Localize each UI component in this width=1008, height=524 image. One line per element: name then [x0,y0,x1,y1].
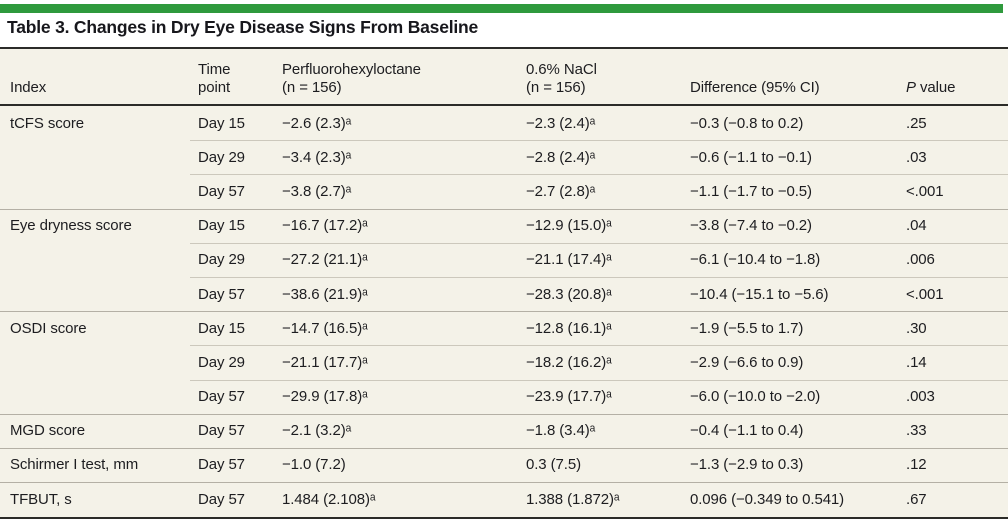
cell-index: OSDI score [10,319,87,337]
cell-p-value: .04 [906,217,927,235]
header-nacl: 0.6% NaCl (n = 156) [526,61,597,96]
cell-difference: −0.6 (−1.1 to −0.1) [690,148,812,166]
cell-difference: −0.3 (−0.8 to 0.2) [690,114,804,132]
cell-difference: −1.1 (−1.7 to −0.5) [690,182,812,200]
cell-drug-value: 1.484 (2.108)ᵃ [282,490,376,508]
table-row: MGD score Day 57 −2.1 (3.2)ᵃ −1.8 (3.4)ᵃ… [0,413,1008,448]
cell-control-value: −12.8 (16.1)ᵃ [526,319,612,337]
cell-p-value: .33 [906,422,927,440]
cell-difference: −3.8 (−7.4 to −0.2) [690,217,812,235]
cell-time-point: Day 57 [198,182,245,200]
cell-drug-value: −38.6 (21.9)ᵃ [282,285,368,303]
table-row: TFBUT, s Day 57 1.484 (2.108)ᵃ 1.388 (1.… [0,482,1008,516]
cell-time-point: Day 29 [198,353,245,371]
cell-p-value: .14 [906,353,927,371]
table-row: Day 29 −3.4 (2.3)ᵃ −2.8 (2.4)ᵃ −0.6 (−1.… [0,140,1008,174]
cell-time-point: Day 57 [198,456,245,474]
cell-p-value: <.001 [906,285,944,303]
cell-index: tCFS score [10,114,85,132]
cell-p-value: .006 [906,251,935,269]
cell-index: Schirmer I test, mm [10,456,139,474]
accent-bar [0,4,1003,13]
cell-control-value: −23.9 (17.7)ᵃ [526,388,612,406]
cell-control-value: 0.3 (7.5) [526,456,581,474]
cell-index: TFBUT, s [10,490,72,508]
cell-difference: −6.1 (−10.4 to −1.8) [690,251,821,269]
cell-drug-value: −3.8 (2.7)ᵃ [282,182,352,200]
cell-control-value: −2.3 (2.4)ᵃ [526,114,596,132]
cell-control-value: −1.8 (3.4)ᵃ [526,422,596,440]
table-row: Day 57 −38.6 (21.9)ᵃ −28.3 (20.8)ᵃ −10.4… [0,276,1008,311]
table-row: Eye dryness score Day 15 −16.7 (17.2)ᵃ −… [0,208,1008,243]
cell-time-point: Day 15 [198,319,245,337]
table-row: Day 57 −29.9 (17.8)ᵃ −23.9 (17.7)ᵃ −6.0 … [0,379,1008,414]
cell-drug-value: −16.7 (17.2)ᵃ [282,217,368,235]
header-p-value: P value [906,79,956,96]
cell-p-value: .30 [906,319,927,337]
cell-control-value: −18.2 (16.2)ᵃ [526,353,612,371]
table-row: Day 57 −3.8 (2.7)ᵃ −2.7 (2.8)ᵃ −1.1 (−1.… [0,174,1008,208]
cell-index: MGD score [10,422,85,440]
cell-time-point: Day 57 [198,388,245,406]
cell-drug-value: −29.9 (17.8)ᵃ [282,388,368,406]
cell-control-value: −21.1 (17.4)ᵃ [526,251,612,269]
cell-time-point: Day 57 [198,422,245,440]
cell-drug-value: −2.6 (2.3)ᵃ [282,114,352,132]
cell-drug-value: −2.1 (3.2)ᵃ [282,422,352,440]
cell-difference: −1.9 (−5.5 to 1.7) [690,319,804,337]
cell-time-point: Day 57 [198,285,245,303]
header-perfluorohexyloctane: Perfluorohexyloctane (n = 156) [282,61,421,96]
table-row: Day 29 −21.1 (17.7)ᵃ −18.2 (16.2)ᵃ −2.9 … [0,345,1008,379]
cell-control-value: 1.388 (1.872)ᵃ [526,490,620,508]
cell-p-value: .67 [906,490,927,508]
table-title: Table 3. Changes in Dry Eye Disease Sign… [7,17,479,37]
cell-drug-value: −27.2 (21.1)ᵃ [282,251,368,269]
cell-difference: −6.0 (−10.0 to −2.0) [690,388,821,406]
cell-time-point: Day 15 [198,217,245,235]
cell-drug-value: −3.4 (2.3)ᵃ [282,148,352,166]
cell-drug-value: −21.1 (17.7)ᵃ [282,353,368,371]
cell-difference: −1.3 (−2.9 to 0.3) [690,456,804,474]
cell-index: Eye dryness score [10,217,132,235]
cell-time-point: Day 57 [198,490,245,508]
cell-time-point: Day 15 [198,114,245,132]
cell-p-value: .12 [906,456,927,474]
cell-control-value: −2.7 (2.8)ᵃ [526,182,596,200]
cell-drug-value: −1.0 (7.2) [282,456,346,474]
cell-control-value: −2.8 (2.4)ᵃ [526,148,596,166]
cell-drug-value: −14.7 (16.5)ᵃ [282,319,368,337]
cell-time-point: Day 29 [198,251,245,269]
header-time-point: Time point [198,61,231,96]
table-row: tCFS score Day 15 −2.6 (2.3)ᵃ −2.3 (2.4)… [0,106,1008,140]
cell-p-value: .003 [906,388,935,406]
cell-time-point: Day 29 [198,148,245,166]
header-difference: Difference (95% CI) [690,79,820,96]
data-table: Index Time point Perfluorohexyloctane (n… [0,47,1008,519]
cell-p-value: .03 [906,148,927,166]
cell-difference: −2.9 (−6.6 to 0.9) [690,353,804,371]
cell-control-value: −28.3 (20.8)ᵃ [526,285,612,303]
table-header-row: Index Time point Perfluorohexyloctane (n… [0,49,1008,106]
cell-difference: 0.096 (−0.349 to 0.541) [690,490,845,508]
header-index: Index [10,79,47,96]
table-row: Day 29 −27.2 (21.1)ᵃ −21.1 (17.4)ᵃ −6.1 … [0,242,1008,277]
cell-p-value: <.001 [906,182,944,200]
cell-difference: −0.4 (−1.1 to 0.4) [690,422,804,440]
cell-difference: −10.4 (−15.1 to −5.6) [690,285,829,303]
cell-p-value: .25 [906,114,927,132]
table-row: OSDI score Day 15 −14.7 (16.5)ᵃ −12.8 (1… [0,311,1008,345]
cell-control-value: −12.9 (15.0)ᵃ [526,217,612,235]
table-row: Schirmer I test, mm Day 57 −1.0 (7.2) 0.… [0,447,1008,482]
